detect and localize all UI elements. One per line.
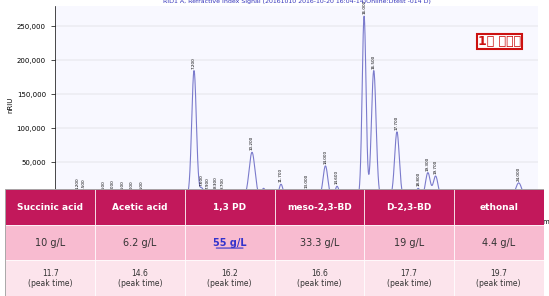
Text: 4.4 g/L: 4.4 g/L — [482, 238, 516, 248]
FancyBboxPatch shape — [185, 260, 274, 296]
Text: 19.7
(peak time): 19.7 (peak time) — [477, 268, 521, 288]
Text: 10 g/L: 10 g/L — [35, 238, 65, 248]
Text: 19.700: 19.700 — [434, 160, 438, 174]
Text: ethonal: ethonal — [479, 203, 518, 212]
Text: D-2,3-BD: D-2,3-BD — [386, 203, 432, 212]
Text: 16.000: 16.000 — [362, 0, 366, 14]
FancyBboxPatch shape — [364, 260, 454, 296]
FancyBboxPatch shape — [95, 260, 185, 296]
Text: 33.3 g/L: 33.3 g/L — [300, 238, 339, 248]
FancyBboxPatch shape — [185, 225, 274, 260]
FancyBboxPatch shape — [274, 189, 364, 225]
Text: 24.000: 24.000 — [517, 167, 520, 181]
Text: 3.500: 3.500 — [121, 180, 125, 192]
FancyBboxPatch shape — [185, 189, 274, 225]
Text: 14.600: 14.600 — [335, 170, 339, 184]
Text: 16.2
(peak time): 16.2 (peak time) — [208, 268, 252, 288]
Text: 19 g/L: 19 g/L — [394, 238, 424, 248]
Text: 7.200: 7.200 — [192, 57, 196, 69]
FancyBboxPatch shape — [364, 225, 454, 260]
Text: 6.2 g/L: 6.2 g/L — [124, 238, 156, 248]
Text: Succinic acid: Succinic acid — [18, 203, 83, 212]
Text: 14.6
(peak time): 14.6 (peak time) — [117, 268, 163, 288]
Text: 2.500: 2.500 — [101, 180, 105, 192]
FancyBboxPatch shape — [454, 225, 544, 260]
Text: min: min — [543, 219, 549, 225]
Text: 16.6
(peak time): 16.6 (peak time) — [297, 268, 341, 288]
FancyBboxPatch shape — [454, 260, 544, 296]
Text: 11.700: 11.700 — [279, 168, 283, 182]
FancyBboxPatch shape — [95, 225, 185, 260]
Text: 13.000: 13.000 — [304, 173, 308, 188]
Text: 8.300: 8.300 — [214, 176, 217, 188]
Y-axis label: nRIU: nRIU — [8, 96, 14, 113]
Text: 4.500: 4.500 — [140, 181, 144, 192]
Text: 10.200: 10.200 — [250, 136, 254, 150]
FancyBboxPatch shape — [5, 225, 95, 260]
FancyBboxPatch shape — [5, 189, 95, 225]
Text: 3.000: 3.000 — [111, 180, 115, 192]
FancyBboxPatch shape — [364, 189, 454, 225]
FancyBboxPatch shape — [454, 189, 544, 225]
Text: 14.000: 14.000 — [323, 150, 327, 164]
Text: meso-2,3-BD: meso-2,3-BD — [287, 203, 352, 212]
Text: Acetic acid: Acetic acid — [112, 203, 168, 212]
Text: 17.7
(peak time): 17.7 (peak time) — [386, 268, 432, 288]
Title: RID1 A, Refractive Index Signal (20161010 2016-10-20 16:04-14)Online:Dtest -014 : RID1 A, Refractive Index Signal (2016101… — [163, 0, 430, 4]
FancyBboxPatch shape — [5, 260, 95, 296]
Text: 11.7
(peak time): 11.7 (peak time) — [28, 268, 72, 288]
Text: 1.200: 1.200 — [76, 177, 80, 189]
Text: 7.600: 7.600 — [200, 175, 204, 186]
FancyBboxPatch shape — [95, 189, 185, 225]
Text: 16.500: 16.500 — [372, 54, 376, 69]
Text: 19.300: 19.300 — [426, 156, 430, 170]
Text: 1.500: 1.500 — [82, 179, 86, 190]
Text: 18.800: 18.800 — [416, 172, 420, 186]
Text: 55 g/L: 55 g/L — [213, 238, 247, 248]
FancyBboxPatch shape — [274, 225, 364, 260]
Text: 1차 시생산: 1차 시생산 — [478, 35, 521, 48]
Text: 7.900: 7.900 — [205, 177, 210, 189]
Text: 8.700: 8.700 — [221, 177, 225, 189]
Text: 4.000: 4.000 — [130, 181, 134, 192]
Text: 1,3 PD: 1,3 PD — [213, 203, 247, 212]
FancyBboxPatch shape — [274, 260, 364, 296]
Text: 17.700: 17.700 — [395, 115, 399, 130]
